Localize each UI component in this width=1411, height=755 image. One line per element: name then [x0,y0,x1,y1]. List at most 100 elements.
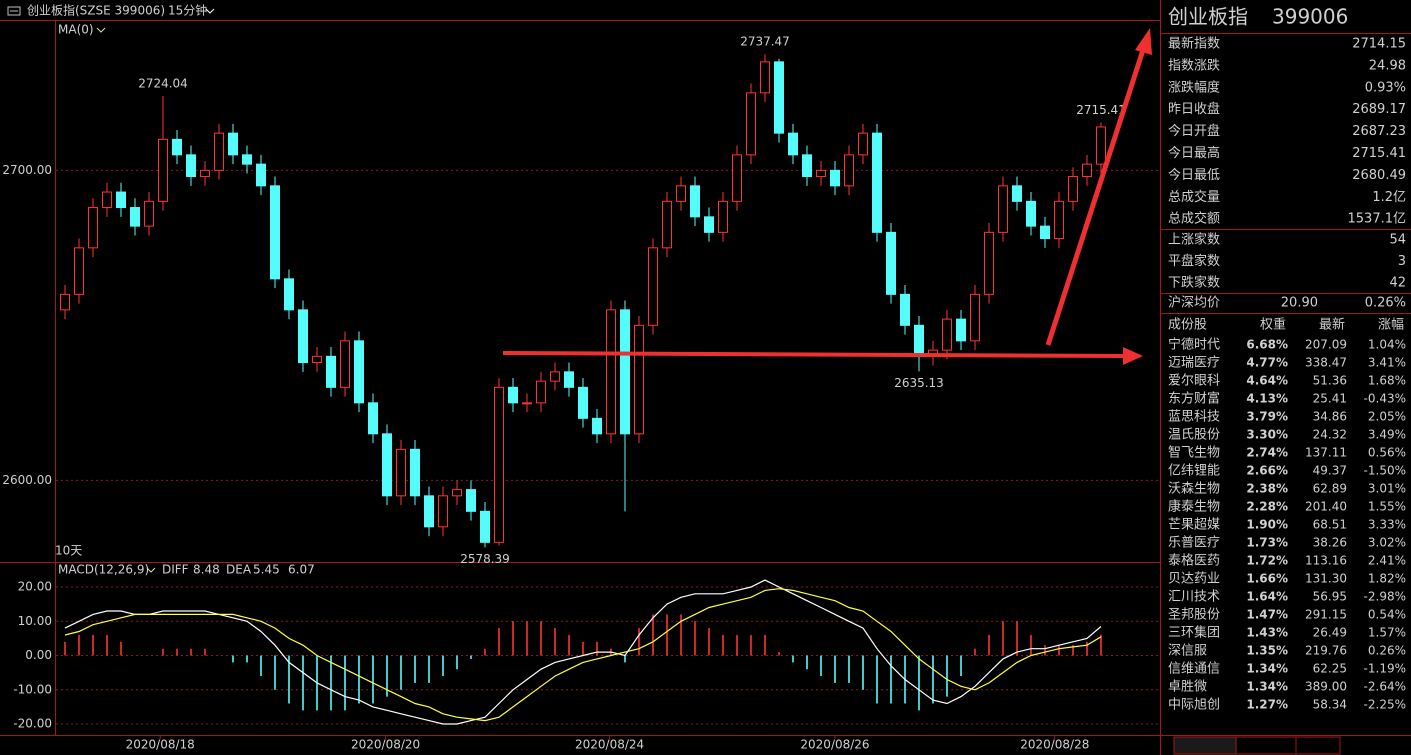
y-tick-label: 20.00 [18,579,52,593]
candle-body [1082,163,1092,178]
stock-name[interactable]: 蓝思科技 [1168,410,1220,425]
stock-weight: 1.64% [1246,590,1288,604]
stock-weight: 3.79% [1246,410,1288,424]
indicator-label[interactable]: MA(0) [58,23,94,37]
x-tick-label: 2020/08/28 [1020,738,1089,752]
candle-body [312,355,322,364]
annotation-arrows [502,28,1152,365]
arrow-line [502,351,1127,358]
candle-body [830,169,840,187]
stock-name[interactable]: 卓胜微 [1168,680,1207,695]
stock-price: 389.00 [1305,680,1347,694]
candle-body [270,185,280,280]
stock-name[interactable]: 圣邦股份 [1168,608,1220,623]
candle-body [1026,200,1036,227]
stock-name[interactable]: 芒果超媒 [1168,517,1220,533]
stat-value: 20.90 [1281,296,1318,311]
candle-body [732,154,742,202]
y-tick-label: 10.00 [18,614,52,628]
stock-change: 0.26% [1368,644,1406,658]
y-tick-label: 2700.00 [2,163,52,177]
stat-label: 指数涨跌 [1168,57,1220,73]
table-header: 涨幅 [1378,318,1404,333]
candle-body [648,247,658,326]
candle-body [1096,126,1106,165]
candle-body [256,163,266,187]
stock-name[interactable]: 迈瑞医疗 [1168,356,1220,371]
stat-value: 0.26% [1365,296,1406,311]
candle-body [816,169,826,178]
stock-name[interactable]: 信维通信 [1168,662,1220,677]
candle-body [634,324,644,435]
dropdown-chevron[interactable] [146,567,156,573]
candle-body [1012,185,1022,202]
stat-label: 总成交额 [1168,211,1220,227]
stock-name[interactable]: 乐普医疗 [1168,536,1220,551]
stock-weight: 4.64% [1246,374,1288,388]
stock-name[interactable]: 爱尔眼科 [1168,374,1220,389]
stock-name[interactable]: 泰格医药 [1168,553,1220,569]
stock-name[interactable]: 贝达药业 [1168,572,1220,587]
candle-body [60,293,70,311]
stock-name[interactable]: 三环集团 [1168,625,1220,641]
stock-change: -2.25% [1364,698,1406,712]
candle-body [900,293,910,326]
y-tick-label: 2600.00 [2,473,52,487]
stock-price: 113.16 [1305,554,1347,568]
candle-body [690,185,700,218]
tab[interactable] [1235,736,1297,755]
stock-weight: 1.27% [1246,698,1288,712]
stock-change: 1.68% [1368,374,1406,388]
candle-body [872,132,882,233]
stock-weight: 1.73% [1246,536,1288,550]
dropdown-chevron[interactable] [205,8,215,14]
candle-body [788,132,798,156]
candle-body [760,61,770,94]
stock-weight: 4.77% [1246,356,1288,370]
stock-name[interactable]: 深信服 [1168,644,1207,659]
candle-body [564,371,574,388]
macd-title[interactable]: MACD(12,26,9) [58,563,149,577]
stat-value: 2689.17 [1352,102,1406,117]
stock-name[interactable]: 宁德时代 [1168,337,1220,353]
plot: 2700.00 2600.00 2724.04 2737.47 2715.41 2578.… [2,35,1406,753]
stat-value: 2715.41 [1352,146,1406,161]
stock-name[interactable]: 康泰生物 [1168,499,1220,515]
table-header: 成份股 [1168,318,1207,333]
index-name: 创业板指 [1168,5,1248,29]
candle-body [550,371,560,382]
legend-value: 8.48 [193,563,220,577]
table-header: 最新 [1319,317,1345,333]
stock-name[interactable]: 沃森生物 [1168,482,1220,497]
dropdown-chevron[interactable] [96,27,106,33]
tab[interactable] [1173,736,1237,755]
stock-name[interactable]: 亿纬锂能 [1168,464,1220,479]
stat-label: 最新指数 [1168,36,1220,52]
low-label: 2635.13 [894,376,944,390]
legend-name: DEA [226,563,252,577]
stock-name[interactable]: 汇川技术 [1168,590,1220,605]
tab[interactable] [1295,736,1341,755]
legend-value: 5.45 [253,563,280,577]
stock-change: 0.56% [1368,446,1406,460]
candle-body [998,185,1008,233]
period-select[interactable]: 15分钟 [168,3,207,18]
stock-name[interactable]: 温氏股份 [1168,428,1220,443]
stock-name[interactable]: 智飞生物 [1168,446,1220,461]
low-label: 2578.39 [460,552,510,566]
stock-name[interactable]: 中际旭创 [1168,698,1220,713]
x-tick-label: 2020/08/24 [575,738,644,752]
stock-price: 62.25 [1313,662,1347,676]
candle-body [718,200,728,233]
candle-body [116,191,126,209]
candle-body [956,318,966,342]
candle-body [74,247,84,295]
index-code: 399006 [1272,5,1348,29]
stock-weight: 2.66% [1246,464,1288,478]
candle-body [480,510,490,543]
legend-value: 6.07 [288,563,315,577]
stock-name[interactable]: 东方财富 [1168,391,1220,407]
stock-change: 2.05% [1368,410,1406,424]
candle-body [886,231,896,295]
